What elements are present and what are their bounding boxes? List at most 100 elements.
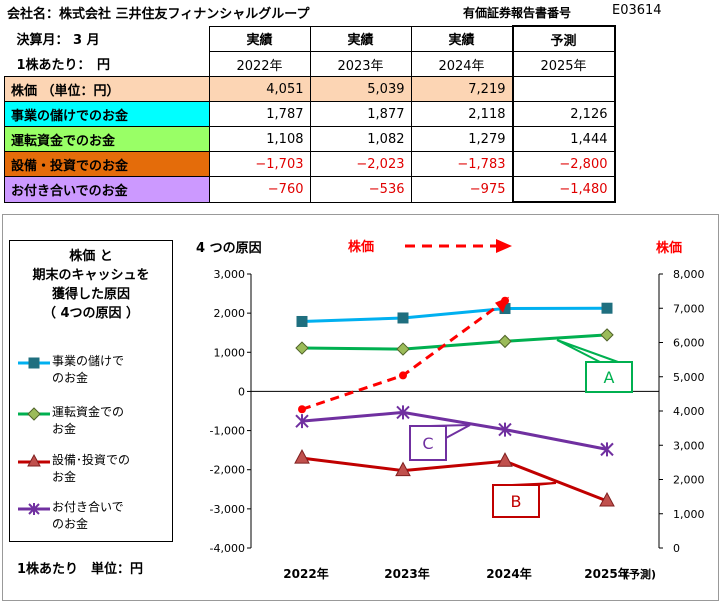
callout-box xyxy=(492,484,540,518)
stock-price-point xyxy=(399,371,407,380)
data-point-triangle xyxy=(395,461,411,477)
y-tick-label: -2,000 xyxy=(210,464,245,477)
data-point-triangle xyxy=(294,449,310,464)
stock-price-arrowhead xyxy=(495,296,509,313)
y-tick-label: -4,000 xyxy=(210,542,245,555)
cell: −2,023 xyxy=(309,151,412,177)
legend-swatches xyxy=(18,357,50,515)
per-share-label: 1株あたり： 円 xyxy=(16,58,111,74)
legend-item-label: 運転資金での xyxy=(52,405,125,419)
callout-box xyxy=(585,361,633,393)
company-name: 会社名：株式会社 三井住友フィナンシャルグループ xyxy=(7,7,310,22)
stock-price-label: 株価 xyxy=(348,239,374,255)
y2-tick-label: 3,000 xyxy=(673,439,705,452)
y-tick-label: -1,000 xyxy=(210,425,245,438)
y2-tick-label: 0 xyxy=(673,542,680,555)
x-tick-label: 2025年 xyxy=(584,566,629,581)
legend-item-label: お金 xyxy=(52,422,77,436)
y2-tick-label: 5,000 xyxy=(673,371,705,384)
cell: 1,082 xyxy=(309,126,412,152)
row-label-operating: 事業の儲けでのお金 xyxy=(4,101,210,127)
series-line xyxy=(301,456,608,503)
y-tick-label: 0 xyxy=(238,385,245,398)
x-tick-label: 2022年 xyxy=(283,566,328,581)
legend-title-line: （ 4つの原因 ） xyxy=(42,306,140,321)
data-point-star xyxy=(295,414,309,429)
cell: 4,051 xyxy=(208,76,311,102)
data-point-square xyxy=(601,302,613,314)
year-4: 2025年 xyxy=(511,51,616,77)
legend-item-label: 事業の儲けで xyxy=(52,354,125,368)
legend-marker-star xyxy=(28,503,40,515)
legend-item-label: 設備･投資での xyxy=(52,453,131,467)
cell: −760 xyxy=(208,176,311,203)
report-number-label: 有価証券報告書番号 xyxy=(463,6,572,20)
cell: −1,480 xyxy=(511,176,616,203)
cell: 7,219 xyxy=(410,76,513,102)
report-number: E03614 xyxy=(612,3,662,18)
cell: −1,783 xyxy=(410,151,513,177)
y2-tick-label: 4,000 xyxy=(673,405,705,418)
unit-note: 1株あたり 単位：円 xyxy=(17,562,144,577)
chart-title: 4 つの原因 xyxy=(196,241,262,256)
legend-marker-square xyxy=(28,357,40,369)
y2-tick-label: 1,000 xyxy=(673,508,705,521)
right-axis-title: 株価 xyxy=(656,240,682,256)
y2-tick-label: 8,000 xyxy=(673,268,705,281)
data-point-diamond xyxy=(295,341,309,355)
legend-marker-triangle xyxy=(27,453,41,467)
legend-title: 株価 と 期末のキャッシュを 獲得した原因 （ 4つの原因 ） xyxy=(10,247,172,323)
cell: 1,877 xyxy=(309,101,412,127)
data-point-star xyxy=(600,442,614,457)
legend-item-label: お金 xyxy=(52,470,77,484)
y-tick-label: -3,000 xyxy=(210,503,245,516)
row-label-investment: 設備・投資でのお金 xyxy=(4,151,210,177)
y2-tick-label: 7,000 xyxy=(673,302,705,315)
series-line xyxy=(301,306,608,323)
series-line xyxy=(301,410,608,451)
callout-box xyxy=(409,425,447,461)
cell: 1,279 xyxy=(410,126,513,152)
legend-item-label: お付き合いで xyxy=(52,500,124,514)
y2-tick-label: 2,000 xyxy=(673,474,705,487)
forecast-note: (予測) xyxy=(624,567,656,581)
data-point-diamond xyxy=(600,328,614,342)
data-point-square xyxy=(296,315,308,327)
stock-price-point xyxy=(298,405,306,414)
stock-legend-arrowhead xyxy=(496,239,512,253)
data-point-triangle xyxy=(599,491,615,507)
cell: −536 xyxy=(309,176,412,203)
legend-title-line: 獲得した原因 xyxy=(51,287,130,302)
row-label-stock-price: 株価 （単位：円） xyxy=(4,76,210,102)
legend-box: 株価 と 期末のキャッシュを 獲得した原因 （ 4つの原因 ） 事業の儲けで の… xyxy=(9,240,173,542)
y-tick-label: 2,000 xyxy=(214,307,246,320)
legend-title-line: 株価 と xyxy=(69,249,113,264)
callout-label: A xyxy=(604,368,615,387)
row-label-financing: お付き合いでのお金 xyxy=(4,176,210,203)
data-point-star xyxy=(396,405,410,420)
y-tick-label: 3,000 xyxy=(214,268,246,281)
fiscal-month: 決算月： 3 月 xyxy=(16,33,100,49)
data-point-square xyxy=(397,312,409,324)
x-tick-label: 2024年 xyxy=(486,566,531,581)
data-point-diamond xyxy=(396,342,410,356)
y2-tick-label: 6,000 xyxy=(673,337,705,350)
col-type-3: 実績 xyxy=(410,25,513,52)
col-type-4: 予測 xyxy=(511,25,616,52)
col-type-2: 実績 xyxy=(309,25,412,52)
cell: 1,444 xyxy=(511,126,616,152)
cell: −2,800 xyxy=(511,151,616,177)
y-tick-label: 1,000 xyxy=(214,346,246,359)
data-point-triangle xyxy=(497,452,513,467)
financial-table: 決算月： 3 月 実績 実績 実績 予測 1株あたり： 円 2022年 2023… xyxy=(4,25,616,203)
legend-marker-diamond xyxy=(27,407,41,421)
callout-pointer xyxy=(556,339,619,363)
legend-item-label: のお金 xyxy=(52,371,89,385)
callout-label: B xyxy=(511,492,522,511)
year-1: 2022年 xyxy=(208,51,311,77)
year-3: 2024年 xyxy=(410,51,513,77)
cell: −975 xyxy=(410,176,513,203)
row-label-working-capital: 運転資金でのお金 xyxy=(4,126,210,152)
data-point-diamond xyxy=(498,334,512,349)
